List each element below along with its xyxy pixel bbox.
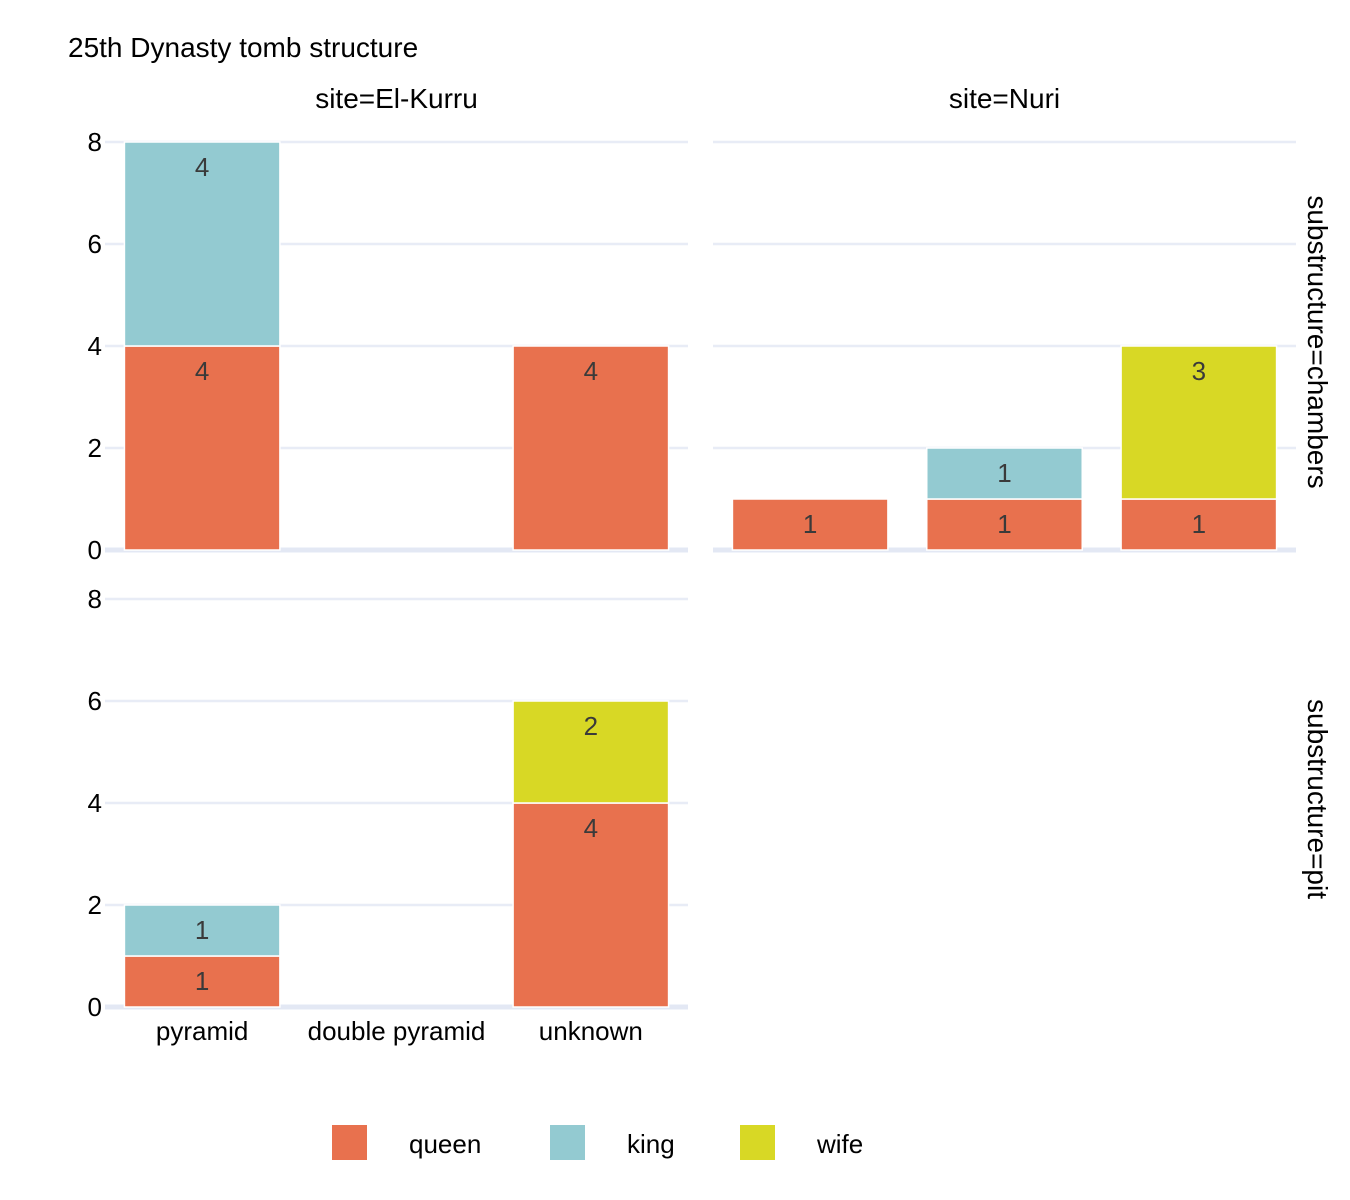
- legend-label-queen: queen: [409, 1129, 481, 1159]
- bar-wife-unknown: [512, 700, 670, 804]
- panel-site-el-kurru-substructure-chambers: 0 2 4 6 8 4 4 4: [88, 127, 688, 565]
- data-label-queen-unknown: 4: [584, 813, 598, 843]
- data-label-queen-double-pyramid: 1: [997, 509, 1011, 539]
- y-tick-label: 8: [88, 584, 102, 614]
- data-label-wife-unknown: 2: [584, 711, 598, 741]
- x-tick-label-unknown: unknown: [539, 1016, 643, 1046]
- y-tick-label: 4: [88, 331, 102, 361]
- data-label-queen-pyramid: 4: [195, 356, 209, 386]
- strip-label-substructure-chambers: substructure=chambers: [1302, 195, 1333, 488]
- bar-king-pyramid: [123, 904, 281, 957]
- y-tick-label: 0: [88, 535, 102, 565]
- chart-title: 25th Dynasty tomb structure: [68, 32, 419, 63]
- bar-queen-unknown: [1120, 498, 1278, 551]
- strip-label-substructure-pit: substructure=pit: [1302, 699, 1333, 899]
- legend-label-wife: wife: [816, 1129, 863, 1159]
- y-tick-label: 6: [88, 686, 102, 716]
- bar-king-double-pyramid: [926, 447, 1083, 500]
- data-label-queen-unknown: 1: [1192, 509, 1206, 539]
- bar-queen-unknown: [512, 345, 670, 551]
- x-tick-label-double-pyramid: double pyramid: [308, 1016, 486, 1046]
- bar-queen-unknown: [512, 802, 670, 1008]
- bar-wife-unknown: [1120, 345, 1278, 500]
- strip-label-site-el-kurru: site=El-Kurru: [315, 83, 478, 114]
- bar-queen-double-pyramid: [926, 498, 1083, 551]
- bar-queen-pyramid: [123, 955, 281, 1008]
- bar-king-pyramid: [123, 141, 281, 347]
- data-label-king-double-pyramid: 1: [997, 458, 1011, 488]
- y-tick-label: 0: [88, 992, 102, 1022]
- legend: queen king wife: [332, 1125, 863, 1160]
- x-tick-label-pyramid: pyramid: [156, 1016, 248, 1046]
- y-tick-label: 6: [88, 229, 102, 259]
- legend-label-king: king: [627, 1129, 675, 1159]
- y-tick-label: 8: [88, 127, 102, 157]
- data-label-queen-unknown: 4: [584, 356, 598, 386]
- panel-site-nuri-substructure-chambers: 1 1 1 1 3: [713, 140, 1296, 553]
- y-tick-label: 2: [88, 433, 102, 463]
- data-label-king-pyramid: 1: [195, 915, 209, 945]
- bar-queen-pyramid: [123, 345, 281, 551]
- legend-swatch-king: [550, 1125, 585, 1160]
- data-label-king-pyramid: 4: [195, 152, 209, 182]
- panel-site-el-kurru-substructure-pit: 0 2 4 6 8 1 1 4 2 pyramid double pyramid unknown: [88, 584, 688, 1046]
- legend-swatch-wife: [740, 1125, 775, 1160]
- strip-label-site-nuri: site=Nuri: [949, 83, 1060, 114]
- y-tick-label: 4: [88, 788, 102, 818]
- data-label-wife-unknown: 3: [1192, 356, 1206, 386]
- data-label-queen-pyramid: 1: [803, 509, 817, 539]
- data-label-queen-pyramid: 1: [195, 966, 209, 996]
- y-tick-label: 2: [88, 890, 102, 920]
- legend-swatch-queen: [332, 1125, 367, 1160]
- bar-queen-pyramid: [731, 498, 889, 551]
